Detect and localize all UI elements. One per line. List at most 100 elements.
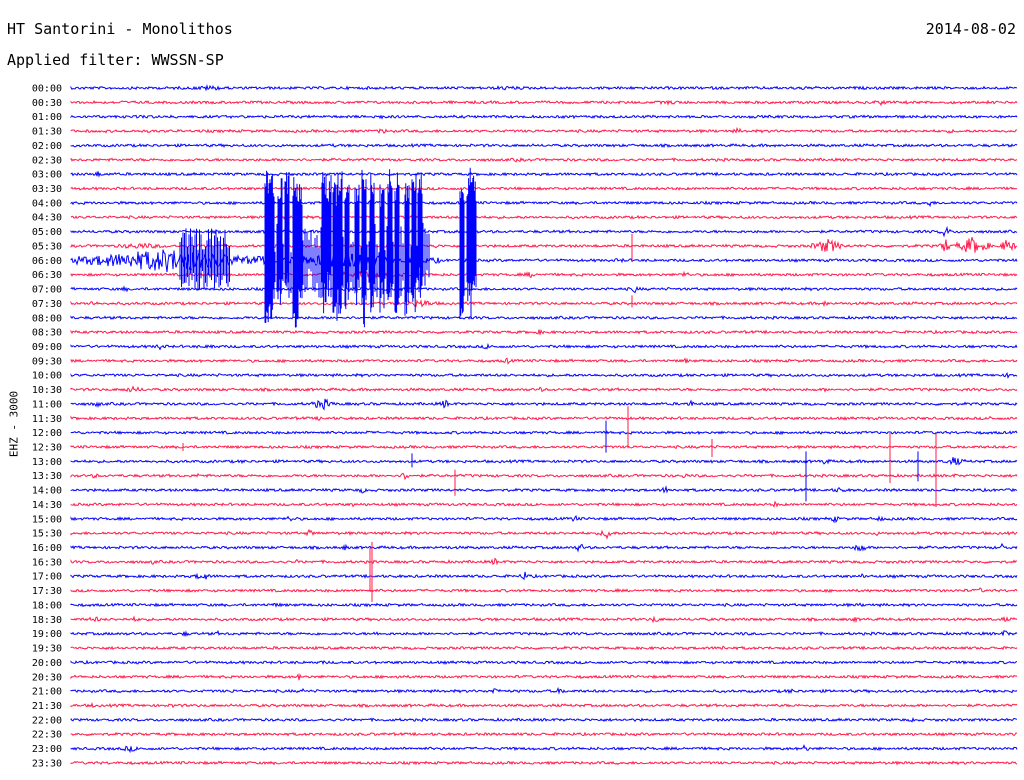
seismic-trace-1100 bbox=[70, 398, 1018, 411]
time-tick-label: 14:00 bbox=[32, 486, 62, 497]
seismic-trace-0530 bbox=[70, 237, 1018, 253]
seismic-swarm-spike bbox=[411, 173, 417, 313]
seismic-trace-0100 bbox=[70, 114, 1018, 120]
seismic-trace-1700 bbox=[70, 571, 1018, 581]
seismic-trace-1200 bbox=[70, 430, 1018, 436]
seismic-trace-2000 bbox=[70, 659, 1018, 665]
station-title: HT Santorini - Monolithos bbox=[7, 20, 233, 38]
seismic-trace-0130 bbox=[70, 126, 1017, 134]
seismic-trace-0400 bbox=[70, 200, 1018, 208]
time-tick-label: 20:30 bbox=[32, 672, 62, 683]
time-tick-label: 03:30 bbox=[32, 184, 62, 195]
seismic-swarm-block bbox=[179, 222, 430, 298]
time-tick-label: 19:00 bbox=[32, 629, 62, 640]
seismic-trace-0830 bbox=[70, 328, 1018, 335]
seismic-trace-1030 bbox=[70, 385, 1018, 393]
time-tick-label: 01:30 bbox=[32, 127, 62, 138]
seismic-trace-0430 bbox=[70, 214, 1018, 220]
seismic-trace-0000 bbox=[70, 84, 1018, 92]
seismic-trace-0800 bbox=[70, 315, 1018, 321]
seismic-swarm-spike bbox=[417, 172, 423, 298]
seismic-trace-1830 bbox=[70, 615, 1018, 624]
seismic-trace-1230 bbox=[70, 444, 1018, 450]
time-tick-label: 08:00 bbox=[32, 313, 62, 324]
seismic-trace-0730 bbox=[70, 299, 1018, 308]
seismic-trace-1730 bbox=[70, 587, 1018, 594]
time-tick-label: 06:00 bbox=[32, 256, 62, 267]
time-tick-label: 22:00 bbox=[32, 715, 62, 726]
seismic-trace-1000 bbox=[70, 372, 1018, 379]
time-tick-label: 05:00 bbox=[32, 227, 62, 238]
seismic-trace-0200 bbox=[70, 142, 1018, 149]
time-tick-label: 00:00 bbox=[32, 84, 62, 95]
seismic-trace-0930 bbox=[70, 357, 1018, 365]
time-tick-label: 23:30 bbox=[32, 758, 62, 769]
time-tick-label: 09:30 bbox=[32, 356, 62, 367]
time-tick-label: 03:00 bbox=[32, 170, 62, 181]
time-tick-label: 04:00 bbox=[32, 198, 62, 209]
time-tick-label: 20:00 bbox=[32, 658, 62, 669]
filter-label: Applied filter: WWSSN-SP bbox=[7, 51, 224, 69]
time-tick-label: 21:30 bbox=[32, 701, 62, 712]
time-tick-label: 11:00 bbox=[32, 399, 62, 410]
time-tick-label: 06:30 bbox=[32, 270, 62, 281]
seismic-trace-0900 bbox=[70, 342, 1018, 351]
seismic-trace-2100 bbox=[70, 686, 1018, 695]
seismic-swarm-spike bbox=[369, 173, 375, 313]
seismic-trace-1800 bbox=[70, 602, 1018, 608]
seismic-trace-1300 bbox=[70, 457, 1018, 466]
seismic-trace-0330 bbox=[70, 185, 1018, 192]
time-tick-label: 15:00 bbox=[32, 514, 62, 525]
time-tick-label: 12:30 bbox=[32, 443, 62, 454]
seismic-trace-1530 bbox=[70, 528, 1018, 540]
time-tick-label: 07:00 bbox=[32, 285, 62, 296]
time-tick-label: 17:00 bbox=[32, 572, 62, 583]
time-tick-label: 16:00 bbox=[32, 543, 62, 554]
time-tick-label: 14:30 bbox=[32, 500, 62, 511]
seismic-trace-1900 bbox=[70, 629, 1018, 637]
seismic-trace-1430 bbox=[70, 500, 1018, 508]
time-tick-label: 01:00 bbox=[32, 112, 62, 123]
time-tick-label: 04:30 bbox=[32, 213, 62, 224]
time-tick-label: 13:00 bbox=[32, 457, 62, 468]
time-tick-label: 05:30 bbox=[32, 241, 62, 252]
time-tick-label: 00:30 bbox=[32, 98, 62, 109]
seismic-trace-0230 bbox=[70, 157, 1018, 163]
seismic-swarm-spike bbox=[387, 169, 393, 301]
time-tick-label: 16:30 bbox=[32, 557, 62, 568]
time-tick-label: 23:00 bbox=[32, 744, 62, 755]
seismic-swarm-spike bbox=[471, 175, 477, 291]
time-tick-label: 10:30 bbox=[32, 385, 62, 396]
time-tick-label: 18:00 bbox=[32, 600, 62, 611]
seismic-trace-1130 bbox=[70, 415, 1018, 421]
seismic-trace-2230 bbox=[70, 731, 1018, 737]
channel-label: EHZ - 3000 bbox=[7, 390, 21, 458]
seismic-trace-0300 bbox=[70, 171, 1018, 178]
time-tick-label: 22:30 bbox=[32, 730, 62, 741]
seismic-trace-1330 bbox=[70, 472, 1018, 481]
seismic-trace-1600 bbox=[70, 542, 1018, 553]
seismic-trace-1400 bbox=[70, 485, 1018, 494]
seismic-trace-0030 bbox=[70, 99, 1018, 107]
record-date: 2014-08-02 bbox=[925, 20, 1016, 38]
seismic-trace-2300 bbox=[70, 744, 1018, 754]
time-tick-label: 19:30 bbox=[32, 644, 62, 655]
seismic-trace-2030 bbox=[70, 673, 1018, 681]
time-tick-label: 18:30 bbox=[32, 615, 62, 626]
time-tick-label: 17:30 bbox=[32, 586, 62, 597]
seismic-trace-1630 bbox=[70, 557, 1018, 566]
seismic-trace-2330 bbox=[70, 760, 1018, 766]
seismic-trace-2200 bbox=[70, 717, 1018, 723]
time-tick-label: 13:30 bbox=[32, 471, 62, 482]
seismic-trace-0500 bbox=[70, 225, 1018, 238]
time-tick-label: 02:00 bbox=[32, 141, 62, 152]
time-tick-label: 07:30 bbox=[32, 299, 62, 310]
seismic-trace-0700 bbox=[70, 285, 1018, 294]
time-tick-label: 09:00 bbox=[32, 342, 62, 353]
seismic-trace-1930 bbox=[70, 645, 1018, 651]
time-tick-label: 08:30 bbox=[32, 328, 62, 339]
seismic-swarm-spike bbox=[459, 189, 465, 319]
seismic-swarm-spike bbox=[321, 172, 327, 314]
time-tick-label: 10:00 bbox=[32, 371, 62, 382]
